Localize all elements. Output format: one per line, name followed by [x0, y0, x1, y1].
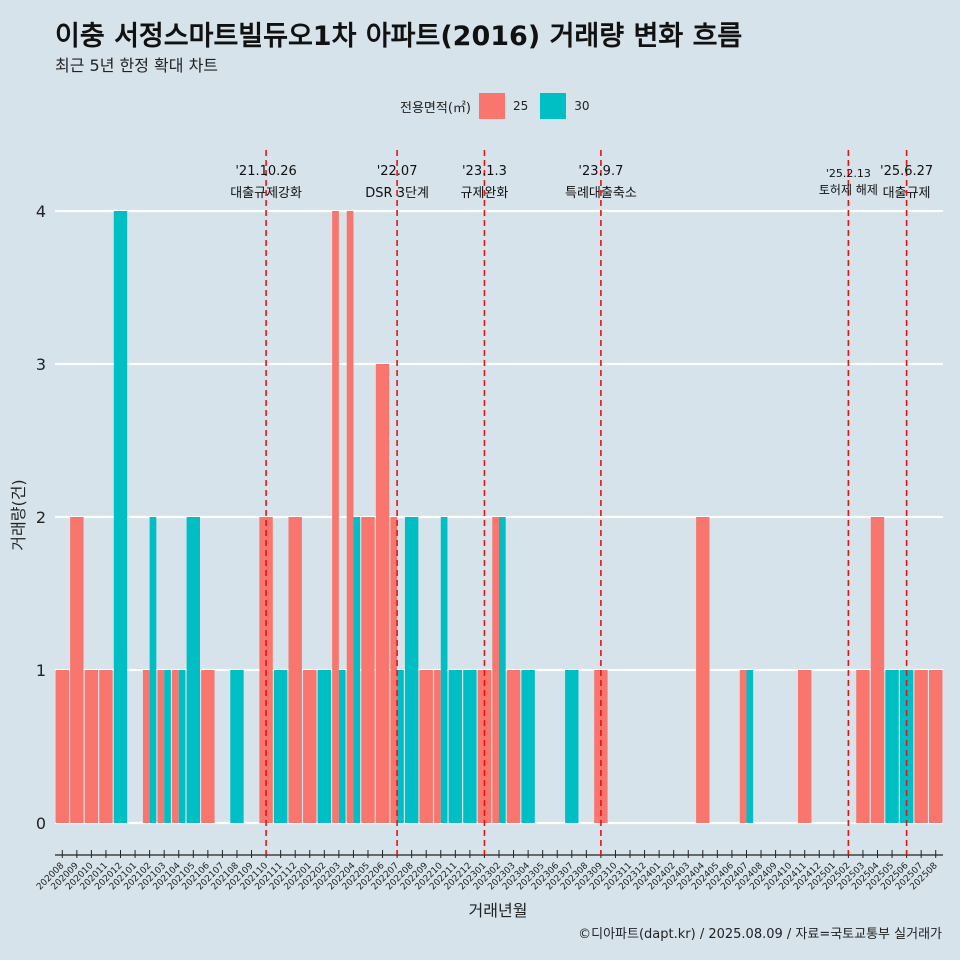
bar-30-202012	[113, 211, 128, 823]
legend-title: 전용면적(㎡)	[400, 100, 471, 116]
event-date-4: '25.2.13	[826, 167, 871, 180]
event-label-1: DSR 3단계	[365, 186, 429, 201]
bar-25-202210	[434, 670, 441, 823]
bar-30-202307	[565, 670, 579, 823]
bar-25-202112	[288, 517, 302, 823]
event-date-5: '25.6.27	[880, 164, 933, 179]
x-axis-label: 거래년월	[468, 901, 528, 920]
bar-25-202508	[929, 670, 943, 823]
bar-25-202207	[390, 517, 398, 823]
bar-30-202212	[463, 670, 477, 823]
bar-25-202309	[594, 670, 608, 823]
bar-25-202102	[142, 670, 150, 823]
chart-title: 이충 서정스마트빌듀오1차 아파트(2016) 거래량 변화 흐름	[55, 21, 743, 52]
bar-25-202407	[739, 670, 747, 823]
source-caption: ©디아파트(dapt.kr) / 2025.08.09 / 자료=국토교통부 실…	[578, 927, 942, 942]
event-label-3: 특례대출축소	[565, 186, 637, 201]
bar-25-202011	[99, 670, 113, 823]
bar-30-202302	[499, 517, 506, 823]
bar-25-202302	[492, 517, 499, 823]
chart-subtitle: 최근 5년 한정 확대 차트	[55, 56, 219, 75]
bar-25-202106	[201, 670, 215, 823]
bar-30-202506	[899, 670, 914, 823]
bar-25-202301	[477, 670, 492, 823]
bar-30-202207	[397, 670, 404, 823]
bar-25-202103	[157, 670, 165, 823]
legend-key-30	[540, 93, 567, 119]
bar-30-202211	[448, 670, 463, 823]
bar-30-202108	[230, 670, 244, 823]
y-tick-label-3: 3	[36, 355, 46, 374]
bar-25-202010	[84, 670, 99, 823]
legend-key-25	[478, 93, 505, 119]
bar-30-202203	[338, 670, 346, 823]
bar-30-202210	[440, 517, 448, 823]
bar-30-202103	[164, 670, 171, 823]
bar-30-202407	[746, 670, 754, 823]
bar-30-202202	[317, 670, 332, 823]
event-date-0: '21.10.26	[235, 164, 296, 179]
bar-25-202411	[798, 670, 812, 823]
bar-30-202505	[885, 670, 899, 823]
bar-30-202208	[404, 517, 419, 823]
bar-30-202204	[353, 517, 361, 823]
event-date-2: '23.1.3	[462, 164, 507, 179]
bar-25-202205	[361, 517, 375, 823]
bar-30-202111	[273, 670, 288, 823]
legend-label-30: 30	[574, 99, 590, 113]
bar-25-202104	[172, 670, 179, 823]
y-tick-label-1: 1	[36, 661, 46, 680]
bar-25-202203	[332, 211, 339, 823]
bar-30-202104	[178, 670, 186, 823]
bar-30-202304	[521, 670, 535, 823]
legend-label-25: 25	[512, 99, 529, 113]
event-label-0: 대출규제강화	[230, 186, 302, 201]
bar-25-202206	[375, 364, 390, 823]
y-tick-label-4: 4	[36, 202, 46, 221]
bar-25-202303	[506, 670, 521, 823]
bar-30-202105	[186, 517, 200, 823]
bar-25-202504	[870, 517, 885, 823]
bar-25-202201	[303, 670, 317, 823]
event-label-2: 규제완화	[461, 186, 509, 201]
bar-30-202102	[149, 517, 157, 823]
event-date-1: '22.07	[377, 164, 418, 179]
bar-25-202404	[696, 517, 710, 823]
bar-25-202209	[419, 670, 433, 823]
legend: 전용면적(㎡) 25 30	[400, 93, 602, 119]
bar-25-202503	[856, 670, 870, 823]
y-axis-label: 거래량(건)	[9, 479, 28, 551]
bar-25-202507	[914, 670, 928, 823]
y-tick-label-2: 2	[36, 508, 46, 527]
y-tick-label-0: 0	[36, 814, 46, 833]
event-label-5: 대출규제	[883, 186, 931, 201]
bar-25-202008	[55, 670, 69, 823]
event-date-3: '23.9.7	[578, 164, 623, 179]
event-label-4: 토허제 해제	[819, 183, 878, 197]
bar-25-202009	[70, 517, 84, 823]
bar-25-202204	[346, 211, 354, 823]
